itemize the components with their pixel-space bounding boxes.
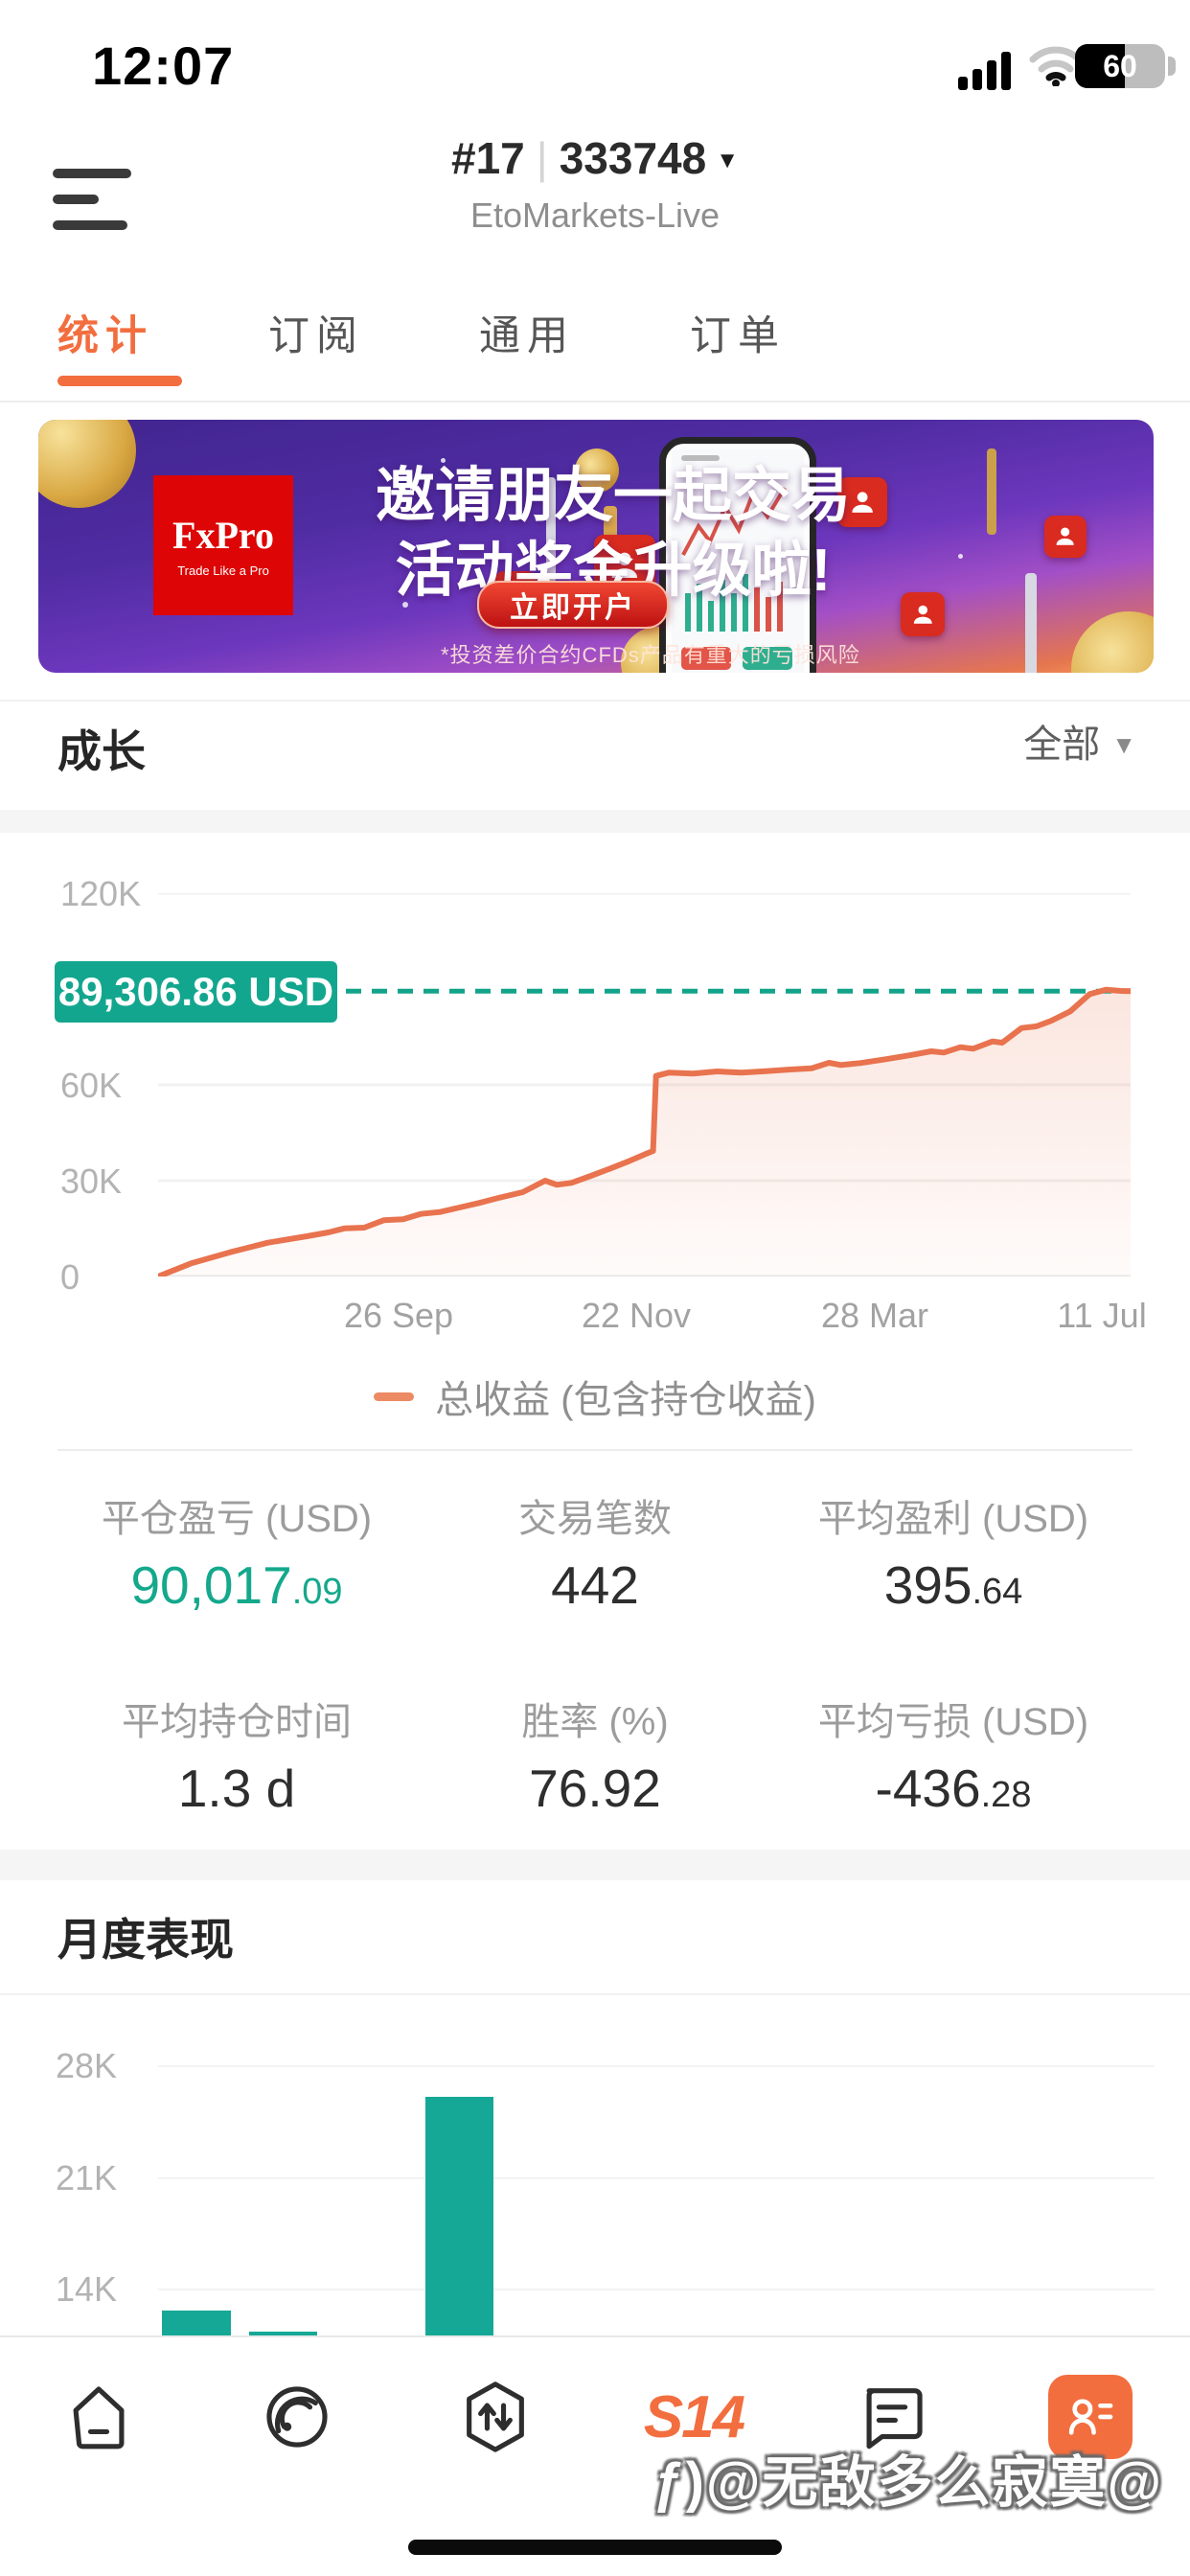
stat-label-avg-loss: 平均亏损 (USD) [817,1701,1089,1743]
section-gap [0,810,1190,833]
account-number: #17 [451,133,525,183]
xtick-26sep: 26 Sep [343,1296,454,1335]
bottom-tab-bar: S14 [0,2335,1190,2576]
chevron-down-icon: ▼ [1111,730,1136,759]
ytick-60k: 60K [60,1066,123,1105]
stat-value-closed-pnl: 90,017.09 [130,1555,343,1615]
total-profit-line [158,986,1131,1276]
legend-line-swatch [374,1392,415,1401]
status-time: 12:07 [92,35,235,96]
open-account-button[interactable]: 立即开户 [477,581,669,629]
monthly-section-title: 月度表现 [57,1915,234,1965]
banner-disclaimer: *投资差价合约CFDs产品有重大的亏损风险 [441,643,860,667]
stat-value-avg-profit: 395.64 [883,1555,1023,1615]
battery-nub [1168,57,1176,76]
profile-icon [1048,2375,1133,2459]
monthly-bar[interactable] [425,2097,493,2335]
growth-chart[interactable] [158,893,1131,1276]
wifi-icon [1029,44,1083,86]
period-filter-dropdown[interactable]: 全部 ▼ [1023,724,1136,766]
ytick-0: 0 [60,1257,80,1297]
candlestick-decoration [546,477,556,583]
tabbar-markets[interactable] [443,2364,548,2470]
coin-decoration [1071,611,1154,673]
battery-percent: 60 [1103,48,1137,83]
video-watermark: ƒ)@无敌多么寂寞@ [652,2451,1163,2514]
chart-legend: 总收益 (包含持仓收益) [0,1368,1190,1424]
gridline [158,2065,1155,2067]
home-icon [73,2386,125,2450]
stat-label-trades: 交易笔数 [518,1498,672,1540]
section-hairline [0,700,1190,702]
xtick-11jul: 11 Jul [1057,1296,1147,1335]
signals-icon [266,2386,328,2448]
stat-label-avg-hold-time: 平均持仓时间 [122,1701,352,1743]
tab-general[interactable]: 通用 [479,313,575,359]
coin-decoration [575,448,619,493]
person-badge-decoration [1044,516,1087,558]
tab-statistics[interactable]: 统计 [57,313,153,359]
tab-subscription[interactable]: 订阅 [268,313,364,359]
menu-icon[interactable] [53,169,131,238]
account-id: 333748 [559,133,707,183]
battery-icon: 60 [1075,44,1165,88]
ytick-120k: 120K [60,874,142,913]
tab-orders[interactable]: 订单 [690,313,786,359]
stat-value-avg-hold-time: 1.3 d [177,1759,296,1818]
banner-headline-1: 邀请朋友一起交易 [375,463,851,529]
ytick-28k: 28K [56,2046,118,2085]
stat-value-avg-loss: -436.28 [875,1759,1032,1818]
gridline [158,2288,1155,2290]
monthly-bar[interactable] [249,2332,317,2335]
monthly-bar[interactable] [162,2311,231,2335]
divider [57,1449,1133,1451]
xtick-28mar: 28 Mar [820,1296,929,1335]
server-name: EtoMarkets-Live [469,196,721,235]
cellular-signal-icon [958,50,1018,90]
fxpro-logo: FxPro Trade Like a Pro [153,475,293,615]
person-badge-decoration [901,592,945,636]
xtick-22nov: 22 Nov [581,1296,692,1335]
section-hairline [0,1993,1190,1995]
ytick-30k: 30K [60,1162,123,1201]
promo-banner[interactable]: FxPro Trade Like a Pro 邀请朋友一起交易 活动奖金升级啦!… [38,420,1154,673]
coin-decoration [38,420,136,508]
battery-fill [1075,44,1125,88]
person-badge-decoration [837,477,887,527]
stat-label-win-rate: 胜率 (%) [521,1701,669,1743]
stat-value-win-rate: 76.92 [529,1759,661,1818]
markets-icon [467,2381,524,2452]
stat-label-closed-pnl: 平仓盈亏 (USD) [101,1498,373,1540]
gridline [158,2177,1155,2179]
account-title[interactable]: #17 | 333748 ▼ [0,132,1190,184]
messages-icon [866,2388,923,2450]
stat-value-trades: 442 [551,1555,639,1615]
ytick-21k: 21K [56,2158,118,2197]
ytick-14k: 14K [56,2269,118,2309]
tabbar-home[interactable] [46,2364,151,2470]
nav-tabs: 统计 订阅 通用 订单 [0,280,1190,402]
tabbar-profile[interactable] [1038,2364,1143,2470]
home-indicator[interactable] [408,2540,782,2555]
candlestick-decoration [987,448,996,535]
active-tab-underline [57,376,182,386]
stat-label-avg-profit: 平均盈利 (USD) [817,1498,1089,1540]
account-caret-icon: ▼ [716,148,739,173]
candlestick-decoration [1025,573,1037,673]
tabbar-s14[interactable]: S14 [641,2364,746,2470]
legend-label: 总收益 (包含持仓收益) [435,1379,816,1421]
s14-logo: S14 [643,2383,745,2450]
growth-section-title: 成长 [57,726,146,776]
current-value-badge: 89,306.86 USD [55,961,337,1023]
tabbar-messages[interactable] [839,2364,945,2470]
area-fill [158,989,1131,1276]
section-gap [0,1850,1190,1880]
phone-mockup [659,437,816,673]
tabbar-signals[interactable] [244,2364,350,2470]
title-separator: | [536,133,548,183]
